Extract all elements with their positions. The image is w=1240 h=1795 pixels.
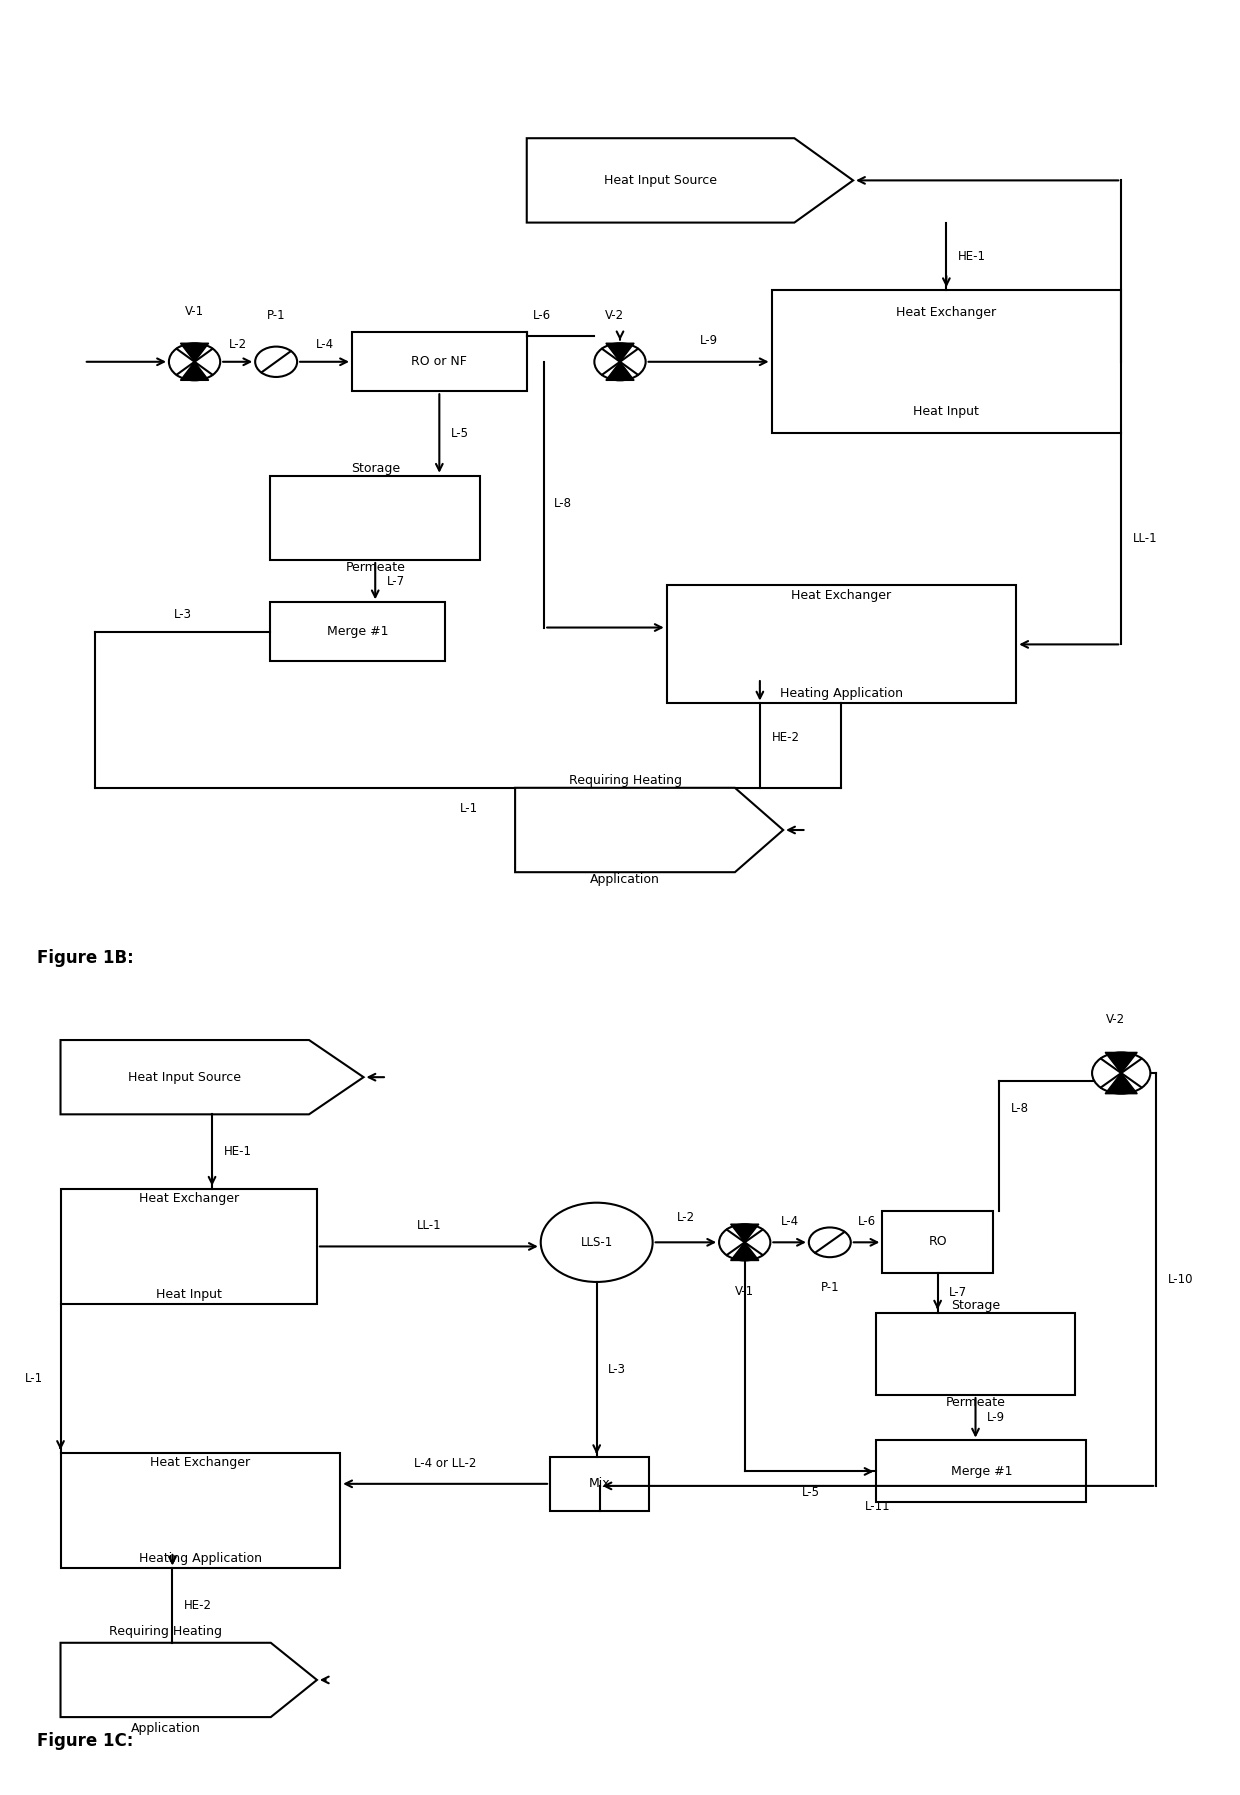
Text: L-2: L-2 <box>228 339 247 352</box>
Polygon shape <box>61 1039 363 1115</box>
Polygon shape <box>527 138 853 223</box>
Bar <box>270 476 480 560</box>
Text: Heat Input Source: Heat Input Source <box>128 1070 242 1084</box>
Polygon shape <box>606 343 634 363</box>
Text: LL-1: LL-1 <box>1133 533 1157 546</box>
Text: HE-1: HE-1 <box>959 250 986 262</box>
Text: LL-1: LL-1 <box>417 1219 441 1233</box>
Text: Mix: Mix <box>589 1477 610 1490</box>
Circle shape <box>255 346 298 377</box>
Text: L-3: L-3 <box>609 1362 626 1377</box>
Polygon shape <box>61 1642 317 1718</box>
Text: L-3: L-3 <box>174 609 192 621</box>
Text: Heat Exchanger: Heat Exchanger <box>139 1192 239 1204</box>
Text: L-4: L-4 <box>780 1215 799 1228</box>
Text: Application: Application <box>130 1721 201 1734</box>
Bar <box>61 1188 317 1305</box>
Bar <box>667 585 1017 704</box>
Circle shape <box>541 1203 652 1282</box>
Text: Merge #1: Merge #1 <box>951 1465 1012 1477</box>
Polygon shape <box>730 1224 759 1242</box>
Text: L-5: L-5 <box>801 1486 820 1499</box>
Bar <box>352 332 527 391</box>
Text: L-7: L-7 <box>387 574 405 587</box>
Text: V-2: V-2 <box>605 309 624 321</box>
Text: LLS-1: LLS-1 <box>580 1235 613 1249</box>
Text: Heat Exchanger: Heat Exchanger <box>791 589 892 601</box>
Text: L-6: L-6 <box>858 1215 875 1228</box>
Text: L-11: L-11 <box>866 1501 890 1513</box>
Text: V-1: V-1 <box>185 305 205 318</box>
Polygon shape <box>1105 1073 1137 1093</box>
Text: Heat Exchanger: Heat Exchanger <box>897 305 997 320</box>
Text: L-4: L-4 <box>315 339 334 352</box>
Text: HE-2: HE-2 <box>771 731 800 743</box>
Bar <box>877 1440 1086 1502</box>
Text: Heating Application: Heating Application <box>139 1553 262 1565</box>
Text: Merge #1: Merge #1 <box>327 625 388 639</box>
Bar <box>551 1458 650 1511</box>
Text: RO or NF: RO or NF <box>412 355 467 368</box>
Text: Permeate: Permeate <box>946 1395 1006 1409</box>
Bar <box>61 1452 340 1569</box>
Polygon shape <box>515 788 784 872</box>
Polygon shape <box>730 1242 759 1260</box>
Bar <box>771 291 1121 434</box>
Text: L-9: L-9 <box>987 1411 1006 1423</box>
Polygon shape <box>1105 1052 1137 1073</box>
Text: Storage: Storage <box>351 461 399 476</box>
Text: Heat Exchanger: Heat Exchanger <box>150 1456 250 1468</box>
Circle shape <box>719 1224 770 1260</box>
Text: Requiring Heating: Requiring Heating <box>109 1624 222 1639</box>
Text: Requiring Heating: Requiring Heating <box>568 774 682 788</box>
Text: Heating Application: Heating Application <box>780 687 903 700</box>
Text: Heat Input Source: Heat Input Source <box>604 174 717 187</box>
Text: V-1: V-1 <box>735 1285 754 1298</box>
Text: L-1: L-1 <box>25 1371 43 1386</box>
Circle shape <box>808 1228 851 1256</box>
Bar <box>270 603 445 661</box>
Text: L-2: L-2 <box>677 1212 694 1224</box>
Text: Storage: Storage <box>951 1300 1001 1312</box>
Circle shape <box>594 343 646 381</box>
Text: L-1: L-1 <box>459 802 477 815</box>
Circle shape <box>1092 1052 1151 1093</box>
Text: HE-1: HE-1 <box>223 1145 252 1158</box>
Text: L-8: L-8 <box>553 497 572 510</box>
Text: L-9: L-9 <box>699 334 718 346</box>
Text: L-10: L-10 <box>1168 1273 1193 1285</box>
Text: L-5: L-5 <box>451 427 469 440</box>
Text: Figure 1C:: Figure 1C: <box>37 1732 134 1750</box>
Text: Heat Input: Heat Input <box>156 1289 222 1301</box>
Text: P-1: P-1 <box>267 309 285 321</box>
Circle shape <box>169 343 221 381</box>
Polygon shape <box>606 363 634 381</box>
Text: Heat Input: Heat Input <box>914 404 980 418</box>
Bar <box>883 1212 993 1273</box>
Text: P-1: P-1 <box>821 1282 839 1294</box>
Text: L-7: L-7 <box>950 1287 967 1300</box>
Text: L-6: L-6 <box>533 309 551 321</box>
Text: L-4 or LL-2: L-4 or LL-2 <box>414 1458 476 1470</box>
Bar <box>877 1312 1075 1395</box>
Text: RO: RO <box>929 1235 947 1248</box>
Text: Figure 1B:: Figure 1B: <box>37 950 134 968</box>
Polygon shape <box>181 343 208 363</box>
Polygon shape <box>181 363 208 381</box>
Text: L-8: L-8 <box>1011 1102 1028 1115</box>
Text: V-2: V-2 <box>1106 1012 1125 1027</box>
Text: HE-2: HE-2 <box>184 1599 212 1612</box>
Text: Permeate: Permeate <box>345 560 405 574</box>
Text: Application: Application <box>590 872 660 887</box>
